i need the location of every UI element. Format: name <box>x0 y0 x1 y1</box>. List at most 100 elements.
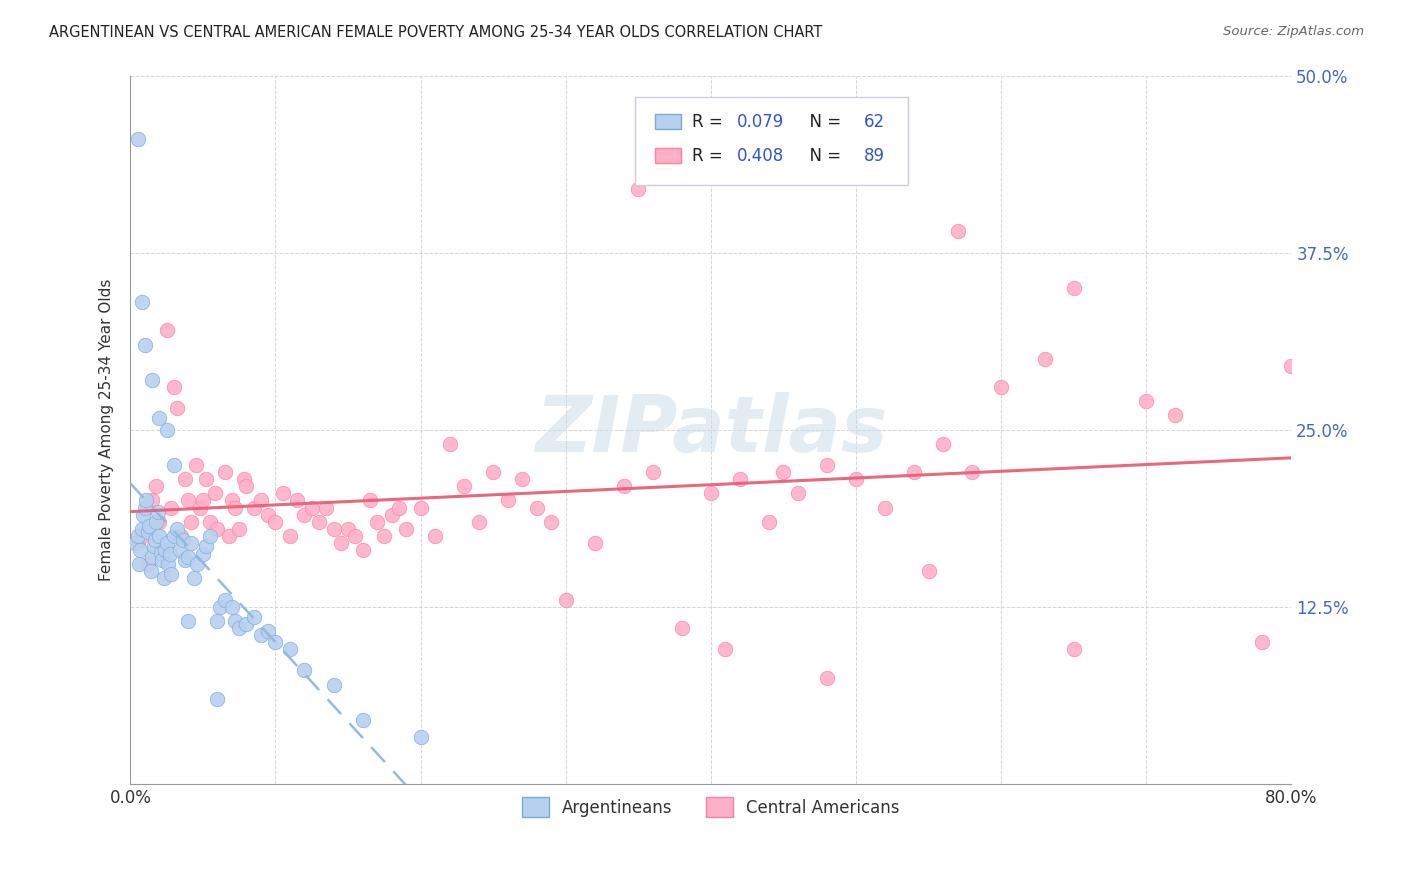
Point <box>194 472 217 486</box>
Point <box>467 515 489 529</box>
Point <box>156 323 179 337</box>
Legend: Argentineans, Central Americans: Argentineans, Central Americans <box>513 789 908 825</box>
Point <box>228 522 250 536</box>
Point <box>136 557 159 571</box>
Text: N =: N = <box>799 112 846 130</box>
Point <box>1164 409 1187 423</box>
Point <box>149 546 172 560</box>
Text: 0.408: 0.408 <box>737 146 783 164</box>
Point <box>188 500 211 515</box>
Point <box>163 458 186 472</box>
Text: R =: R = <box>692 112 728 130</box>
Point <box>257 508 280 522</box>
FancyBboxPatch shape <box>655 148 681 163</box>
Point <box>423 529 446 543</box>
Point <box>453 479 475 493</box>
Point <box>510 472 533 486</box>
Point <box>285 493 308 508</box>
Point <box>163 380 186 394</box>
Point <box>232 472 254 486</box>
Point <box>207 691 229 706</box>
Point <box>191 547 214 561</box>
Point <box>344 529 367 543</box>
Point <box>141 493 163 508</box>
Point <box>148 529 170 543</box>
Point <box>337 522 360 536</box>
Point <box>352 713 374 727</box>
Point <box>141 550 163 565</box>
Point <box>409 500 432 515</box>
Point <box>308 515 330 529</box>
Point <box>932 437 955 451</box>
Point <box>315 500 337 515</box>
Point <box>218 529 240 543</box>
Point <box>132 508 155 522</box>
Point <box>145 479 167 493</box>
Point <box>526 500 548 515</box>
Point <box>758 515 780 529</box>
Point <box>207 522 229 536</box>
Point <box>131 522 153 536</box>
Point <box>143 533 166 548</box>
Point <box>946 224 969 238</box>
Point <box>815 671 838 685</box>
Point <box>166 522 188 536</box>
Point <box>194 539 217 553</box>
Point <box>209 599 232 614</box>
Point <box>180 536 202 550</box>
Point <box>278 529 301 543</box>
Text: 89: 89 <box>865 146 886 164</box>
Point <box>198 529 221 543</box>
Point <box>322 522 344 536</box>
Point <box>142 539 165 553</box>
Point <box>250 493 273 508</box>
Point <box>198 515 221 529</box>
Point <box>141 373 163 387</box>
Point <box>127 132 149 146</box>
Point <box>294 508 316 522</box>
Point <box>815 458 838 472</box>
Text: ZIPatlas: ZIPatlas <box>534 392 887 467</box>
Point <box>329 536 352 550</box>
Point <box>191 493 214 508</box>
Point <box>627 182 650 196</box>
Point <box>224 614 246 628</box>
Point <box>159 547 181 561</box>
Point <box>714 642 737 657</box>
Point <box>177 550 200 565</box>
Text: N =: N = <box>799 146 846 164</box>
Point <box>352 543 374 558</box>
Point <box>873 500 896 515</box>
Point <box>264 635 287 649</box>
Point <box>150 553 173 567</box>
Point <box>134 337 156 351</box>
Point <box>1033 351 1056 366</box>
Text: 62: 62 <box>865 112 886 130</box>
Point <box>153 543 176 558</box>
Point <box>1135 394 1157 409</box>
Point <box>583 536 606 550</box>
Point <box>554 592 576 607</box>
Point <box>186 557 208 571</box>
Point <box>166 401 188 416</box>
Point <box>180 515 202 529</box>
Point <box>359 493 381 508</box>
Point <box>152 571 174 585</box>
Text: ARGENTINEAN VS CENTRAL AMERICAN FEMALE POVERTY AMONG 25-34 YEAR OLDS CORRELATION: ARGENTINEAN VS CENTRAL AMERICAN FEMALE P… <box>49 25 823 40</box>
Point <box>138 519 160 533</box>
Point <box>160 567 183 582</box>
Point <box>671 621 693 635</box>
Point <box>322 677 344 691</box>
Point <box>135 493 157 508</box>
Point <box>388 500 411 515</box>
Point <box>235 616 257 631</box>
Point <box>700 486 723 500</box>
FancyBboxPatch shape <box>655 114 681 129</box>
Point <box>540 515 562 529</box>
Point <box>183 571 205 585</box>
Point <box>1279 359 1302 373</box>
Point <box>170 529 193 543</box>
Point <box>990 380 1012 394</box>
Point <box>129 543 152 558</box>
Point <box>174 553 197 567</box>
